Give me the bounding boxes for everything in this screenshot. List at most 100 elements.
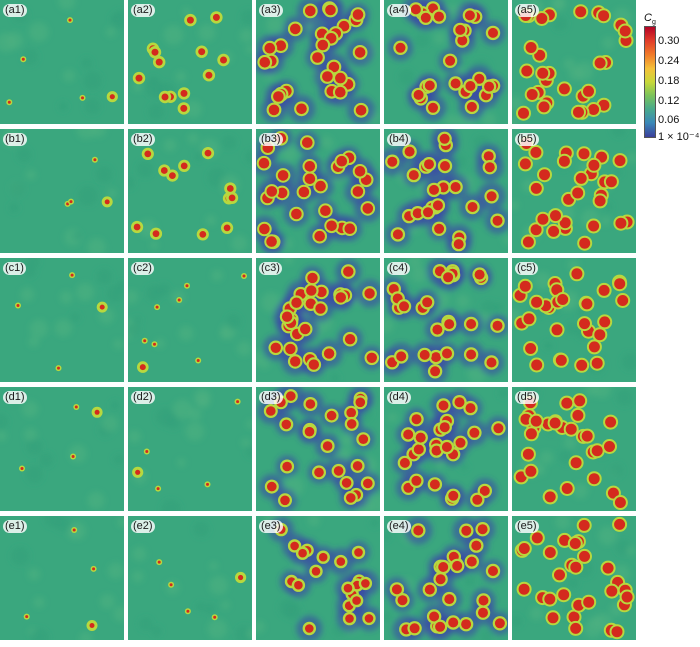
precipitate-core xyxy=(551,324,563,336)
precipitate-core xyxy=(291,208,302,220)
field-mottle xyxy=(29,319,48,338)
precipitate-core xyxy=(423,207,433,218)
concentration-field xyxy=(512,129,636,253)
colorbar-title: Cg xyxy=(644,12,656,27)
field-mottle xyxy=(240,9,252,25)
precipitate-core xyxy=(424,159,434,170)
concentration-field xyxy=(128,129,252,253)
precipitate-core xyxy=(588,473,600,485)
field-mottle xyxy=(76,283,95,301)
precipitate-core xyxy=(525,42,537,53)
field-mottle xyxy=(110,13,122,25)
field-mottle xyxy=(117,517,124,528)
precipitate-core xyxy=(472,494,483,505)
colorbar-tick: 0.30 xyxy=(658,35,680,47)
precipitate-core xyxy=(344,334,356,345)
precipitate-core xyxy=(536,13,548,24)
field-mottle xyxy=(151,626,162,637)
precipitate-core xyxy=(530,182,542,194)
precipitate-core xyxy=(570,457,582,469)
precipitate-core xyxy=(290,23,301,35)
field-mottle xyxy=(133,316,142,324)
field-mottle xyxy=(204,603,216,615)
precipitate-core xyxy=(343,266,354,277)
precipitate-core xyxy=(493,423,504,434)
field-mottle xyxy=(613,168,623,177)
field-mottle xyxy=(25,465,44,484)
precipitate-core xyxy=(422,297,433,308)
precipitate-core xyxy=(439,422,450,433)
precipitate-core xyxy=(20,467,24,470)
concentration-field xyxy=(384,387,508,511)
precipitate-core xyxy=(282,461,292,472)
field-mottle xyxy=(572,483,589,499)
field-mottle xyxy=(221,135,237,150)
panel-label: (d2) xyxy=(131,391,155,404)
field-mottle xyxy=(172,399,193,420)
precipitate-core xyxy=(352,461,363,471)
precipitate-core xyxy=(534,49,546,61)
precipitate-core xyxy=(544,593,556,605)
simulation-panel: (e2) xyxy=(128,516,252,640)
panel-label: (a3) xyxy=(259,4,283,17)
precipitate-core xyxy=(94,409,100,415)
precipitate-core xyxy=(325,4,336,16)
precipitate-core xyxy=(465,403,476,414)
panel-label: (d1) xyxy=(3,391,27,404)
precipitate-core xyxy=(412,208,423,219)
precipitate-core xyxy=(440,161,450,171)
simulation-panel: (b3) xyxy=(256,129,380,253)
precipitate-core xyxy=(572,187,584,199)
concentration-field xyxy=(256,516,380,640)
precipitate-core xyxy=(143,339,147,343)
field-mottle xyxy=(564,437,577,450)
precipitate-core xyxy=(276,187,288,199)
precipitate-core xyxy=(404,146,415,157)
precipitate-core xyxy=(570,561,582,573)
precipitate-core xyxy=(483,151,494,162)
panel-label: (d4) xyxy=(387,391,411,404)
panel-label: (c2) xyxy=(131,262,154,275)
precipitate-core xyxy=(153,342,156,346)
simulation-panel: (e3) xyxy=(256,516,380,640)
simulation-panel: (e5) xyxy=(512,516,636,640)
panel-grid: (a1) (a2) (a3) (a4) (a5) (b1) (b2) (b3) (b4) (b5)… xyxy=(0,0,636,640)
field-mottle xyxy=(113,339,124,350)
precipitate-core xyxy=(336,155,348,167)
field-mottle xyxy=(575,62,594,81)
precipitate-core xyxy=(335,292,346,303)
field-mottle xyxy=(563,58,575,70)
precipitate-core xyxy=(180,89,188,97)
simulation-panel: (d2) xyxy=(128,387,252,511)
precipitate-core xyxy=(614,518,626,530)
field-mottle xyxy=(211,269,223,282)
precipitate-core xyxy=(264,42,276,54)
precipitate-core xyxy=(57,366,60,370)
panel-label: (c1) xyxy=(3,262,26,275)
precipitate-core xyxy=(518,583,530,595)
precipitate-core xyxy=(598,99,610,111)
precipitate-core xyxy=(270,342,281,353)
field-mottle xyxy=(136,161,154,178)
field-mottle xyxy=(185,422,205,441)
precipitate-core xyxy=(223,224,231,232)
precipitate-core xyxy=(522,448,534,460)
simulation-panel: (c4) xyxy=(384,258,508,382)
precipitate-core xyxy=(290,356,301,367)
precipitate-core xyxy=(606,585,618,597)
precipitate-core xyxy=(443,272,454,283)
precipitate-core xyxy=(574,395,586,407)
precipitate-core xyxy=(413,89,424,100)
precipitate-core xyxy=(346,419,357,429)
field-mottle xyxy=(187,133,199,144)
field-mottle xyxy=(90,129,107,138)
precipitate-core xyxy=(302,137,313,148)
precipitate-core xyxy=(238,574,244,581)
precipitate-core xyxy=(435,621,446,632)
field-mottle xyxy=(9,202,19,213)
concentration-field xyxy=(384,258,508,382)
simulation-panel: (c5) xyxy=(512,258,636,382)
field-mottle xyxy=(184,100,202,118)
precipitate-core xyxy=(304,173,316,185)
precipitate-core xyxy=(387,357,398,368)
